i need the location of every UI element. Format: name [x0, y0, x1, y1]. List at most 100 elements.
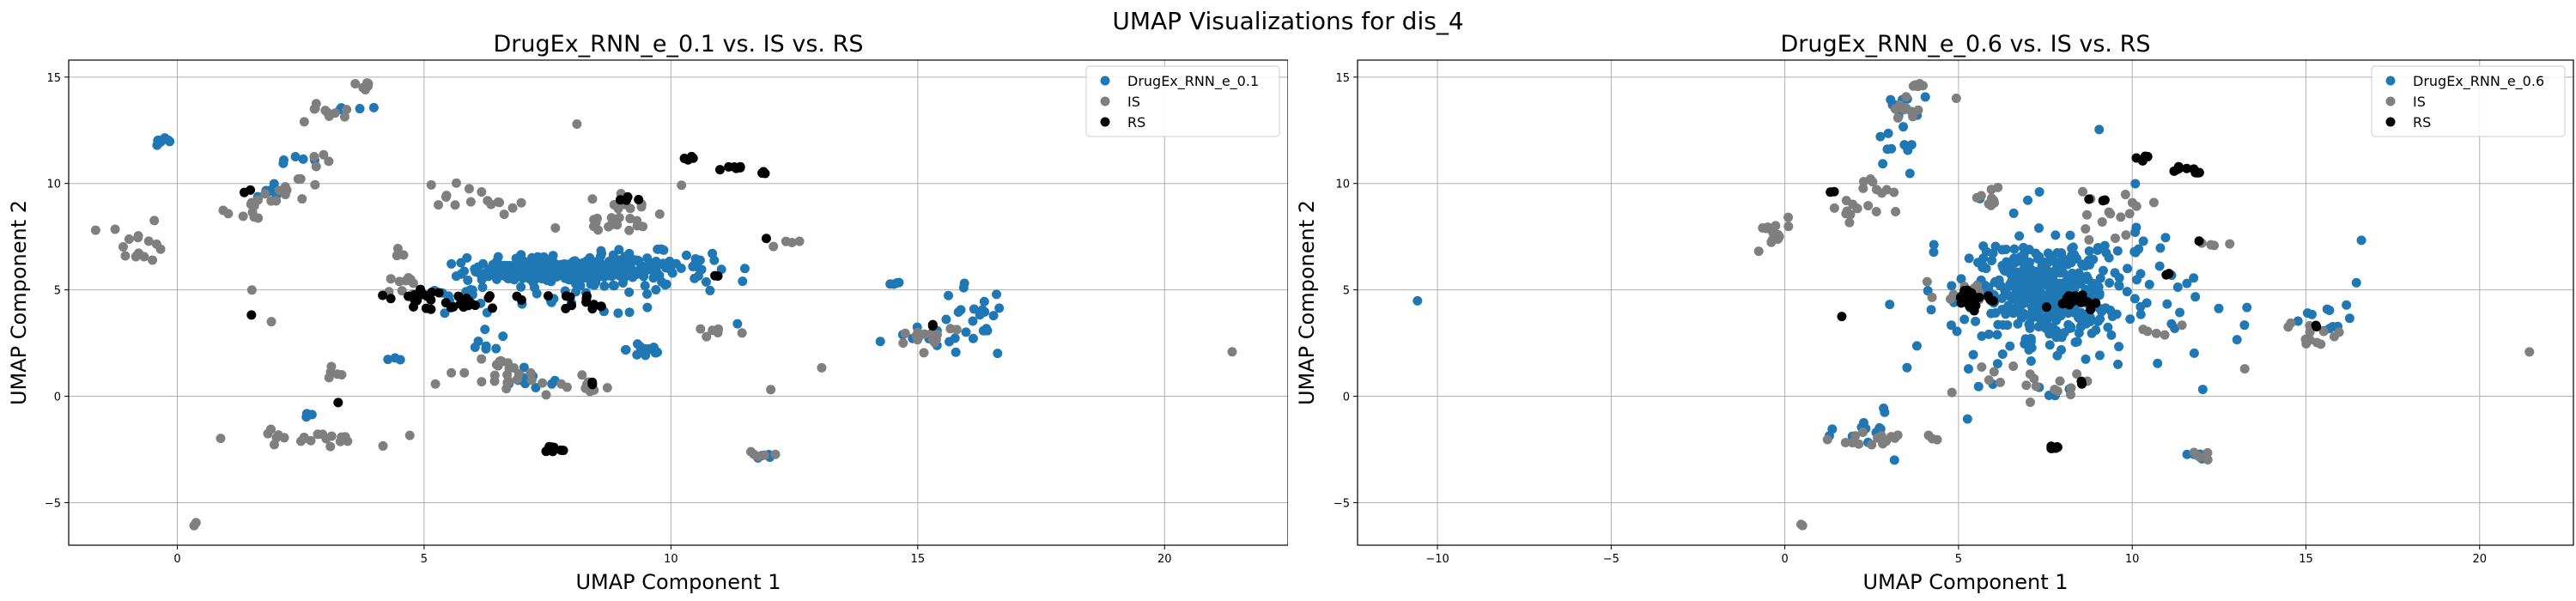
data-point — [2058, 280, 2069, 290]
data-point — [913, 327, 923, 337]
data-point — [931, 335, 941, 345]
x-axis-label: UMAP Component 1 — [575, 570, 781, 594]
data-point — [2138, 236, 2148, 246]
data-point — [969, 304, 979, 314]
data-point — [543, 291, 553, 301]
data-point — [1840, 437, 1850, 447]
data-point — [326, 361, 337, 372]
data-point — [1973, 381, 1984, 392]
data-point — [2112, 246, 2123, 256]
data-point — [2105, 277, 2115, 288]
data-point — [1993, 319, 2003, 330]
data-point — [604, 222, 614, 232]
data-point — [1895, 100, 1905, 110]
data-point — [395, 355, 405, 365]
data-point — [710, 270, 720, 281]
data-point — [319, 149, 329, 160]
data-point — [622, 195, 632, 205]
data-point — [2068, 242, 2078, 252]
data-point — [661, 279, 671, 289]
data-point — [2283, 322, 2293, 332]
data-point — [992, 289, 1002, 300]
data-point — [1873, 433, 1883, 443]
legend-box — [1085, 65, 1280, 137]
data-point — [2099, 240, 2110, 251]
data-point — [988, 311, 999, 321]
data-point — [2049, 313, 2059, 323]
data-point — [2214, 303, 2224, 313]
data-point — [409, 301, 419, 312]
data-point — [1964, 253, 1974, 264]
data-point — [1889, 187, 1899, 197]
data-point — [297, 194, 307, 204]
data-point — [1977, 331, 1987, 342]
series-RS — [1826, 151, 2322, 453]
data-point — [632, 339, 642, 349]
data-point — [2232, 335, 2242, 345]
data-point — [595, 252, 605, 262]
data-point — [2050, 269, 2060, 279]
data-point — [586, 279, 596, 289]
data-point — [124, 234, 134, 245]
y-tick-label: 10 — [46, 179, 61, 191]
data-point — [927, 319, 938, 330]
data-point — [478, 258, 489, 269]
y-tick-label: 5 — [54, 285, 61, 298]
data-point — [2334, 327, 2344, 337]
data-point — [2121, 230, 2131, 240]
data-point — [2022, 273, 2032, 283]
data-point — [2172, 282, 2183, 293]
x-tick-label: −5 — [1603, 553, 1619, 566]
data-point — [2026, 333, 2036, 343]
data-point — [2046, 441, 2057, 452]
data-point — [696, 324, 706, 334]
data-point — [2043, 274, 2053, 284]
data-point — [350, 78, 361, 88]
data-point — [1848, 199, 1858, 209]
data-point — [2131, 201, 2142, 211]
data-point — [298, 154, 308, 164]
data-point — [1952, 326, 1962, 337]
data-point — [90, 225, 100, 235]
data-point — [2076, 376, 2087, 386]
data-point — [361, 85, 371, 95]
data-point — [488, 303, 498, 313]
data-point — [493, 252, 503, 262]
data-point — [480, 268, 490, 278]
data-point — [555, 270, 565, 281]
data-point — [2306, 309, 2317, 319]
data-point — [519, 362, 529, 373]
data-point — [1956, 274, 1966, 284]
data-point — [2105, 305, 2116, 315]
data-point — [2116, 212, 2126, 222]
data-point — [1972, 281, 1983, 291]
data-point — [2182, 163, 2192, 173]
data-point — [2084, 194, 2094, 204]
data-point — [2069, 282, 2079, 292]
data-point — [2318, 326, 2329, 337]
data-point — [271, 433, 282, 443]
y-axis-label: UMAP Component 2 — [7, 200, 31, 405]
data-point — [246, 199, 256, 209]
x-tick-label: 5 — [1955, 553, 1962, 566]
data-point — [446, 302, 456, 313]
legend-marker — [1100, 117, 1110, 127]
data-point — [355, 104, 365, 114]
data-point — [516, 282, 526, 292]
data-point — [1959, 314, 1970, 325]
data-point — [2104, 207, 2114, 217]
x-tick-label: 15 — [911, 553, 926, 566]
data-point — [677, 180, 687, 191]
data-point — [2305, 327, 2315, 337]
data-point — [2189, 348, 2199, 358]
data-point — [2125, 314, 2136, 325]
legend-marker — [2385, 117, 2396, 127]
data-point — [266, 317, 276, 327]
data-point — [1984, 375, 1994, 385]
data-point — [539, 265, 550, 276]
data-point — [1877, 188, 1887, 198]
data-point — [898, 337, 908, 348]
data-point — [2057, 253, 2068, 264]
data-point — [465, 197, 476, 207]
data-point — [2155, 243, 2166, 253]
